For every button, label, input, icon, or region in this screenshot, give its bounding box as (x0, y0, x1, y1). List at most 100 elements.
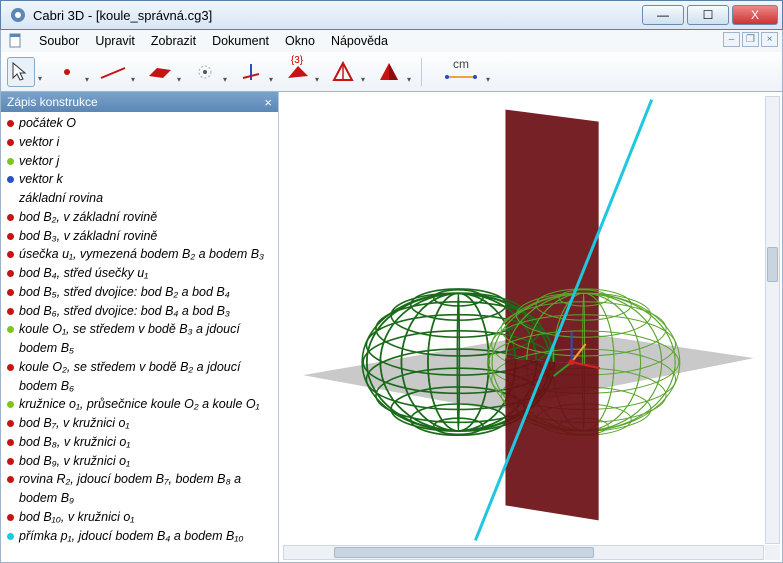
menu-napoveda[interactable]: Nápověda (325, 32, 394, 50)
chevron-down-icon: ▾ (361, 75, 365, 84)
menu-soubor[interactable]: Soubor (33, 32, 85, 50)
step-color-dot (7, 289, 14, 296)
list-item[interactable]: rovina R₂, jdoucí bodem B₇, bodem B₈ a b… (7, 470, 274, 508)
menu-dokument[interactable]: Dokument (206, 32, 275, 50)
menu-upravit[interactable]: Upravit (89, 32, 141, 50)
mdi-close-button[interactable]: × (761, 32, 778, 47)
tool-axes[interactable]: ▾ (237, 57, 265, 87)
title-bar: Cabri 3D - [koule_správná.cg3] — ☐ X (0, 0, 783, 30)
list-item[interactable]: přímka p₁, jdoucí bodem B₄ a bodem B₁₀ (7, 527, 274, 546)
list-item[interactable]: bod B₁₀, v kružnici o₁ (7, 508, 274, 527)
list-item[interactable]: bod B₉, v kružnici o₁ (7, 452, 274, 471)
list-item[interactable]: bod B₅, střed dvojice: bod B₂ a bod B₄ (7, 283, 274, 302)
tool-line[interactable]: ▾ (99, 57, 127, 87)
chevron-down-icon: ▾ (269, 75, 273, 84)
step-text: bod B₈, v kružnici o₁ (19, 433, 130, 452)
list-item[interactable]: bod B₇, v kružnici o₁ (7, 414, 274, 433)
horizontal-scrollbar[interactable] (283, 545, 764, 560)
chevron-down-icon: ▾ (38, 74, 42, 83)
mdi-restore-button[interactable]: ❐ (742, 32, 759, 47)
viewport-3d[interactable]: ◄ (279, 92, 782, 562)
mdi-minimize-button[interactable]: – (723, 32, 740, 47)
chevron-down-icon: ▾ (131, 75, 135, 84)
step-text: bod B₅, střed dvojice: bod B₂ a bod B₄ (19, 283, 230, 302)
list-item[interactable]: vektor i (7, 133, 274, 152)
list-item[interactable]: koule O₂, se středem v bodě B₂ a jdoucí … (7, 358, 274, 396)
step-text: bod B₄, střed úsečky u₁ (19, 264, 148, 283)
list-item[interactable]: bod B₈, v kružnici o₁ (7, 433, 274, 452)
step-text: vektor i (19, 133, 59, 152)
step-text: přímka p₁, jdoucí bodem B₄ a bodem B₁₀ (19, 527, 244, 546)
step-color-dot (7, 214, 14, 221)
tool-plane[interactable]: ▾ (145, 57, 173, 87)
menu-okno[interactable]: Okno (279, 32, 321, 50)
step-text: rovina R₂, jdoucí bodem B₇, bodem B₈ a b… (19, 470, 274, 508)
step-text: bod B₆, střed dvojice: bod B₄ a bod B₃ (19, 302, 230, 321)
chevron-down-icon: ▾ (315, 75, 319, 84)
tool-point[interactable]: ▾ (53, 57, 81, 87)
step-text: koule O₁, se středem v bodě B₃ a jdoucí … (19, 320, 274, 358)
menu-bar: Soubor Upravit Zobrazit Dokument Okno Ná… (0, 30, 783, 52)
construction-list[interactable]: počátek Ovektor ivektor jvektor kzákladn… (1, 112, 278, 562)
chevron-down-icon: ▾ (223, 75, 227, 84)
minimize-button[interactable]: — (642, 5, 684, 25)
canvas-3d[interactable] (283, 96, 764, 544)
step-color-dot (7, 401, 14, 408)
tool-polygon[interactable]: {3} ▾ (283, 57, 311, 87)
step-text: bod B₂, v základní rovině (19, 208, 157, 227)
list-item[interactable]: koule O₁, se středem v bodě B₃ a jdoucí … (7, 320, 274, 358)
list-item[interactable]: vektor j (7, 152, 274, 171)
chevron-down-icon: ▾ (85, 75, 89, 84)
vertical-scrollbar[interactable] (765, 96, 780, 544)
step-text: bod B₇, v kružnici o₁ (19, 414, 129, 433)
list-item[interactable]: vektor k (7, 170, 274, 189)
app-icon (9, 6, 27, 24)
toolbar: ▾ ▾ ▾ ▾ ▾ ▾ {3} ▾ ▾ ▾ cm ▾ (0, 52, 783, 92)
step-color-dot (7, 476, 14, 483)
step-color-dot (7, 439, 14, 446)
list-item[interactable]: bod B₆, střed dvojice: bod B₄ a bod B₃ (7, 302, 274, 321)
step-color-dot (7, 270, 14, 277)
step-color-dot (7, 158, 14, 165)
construction-panel-title: Zápis konstrukce (7, 95, 98, 109)
step-text: úsečka u₁, vymezená bodem B₂ a bodem B₃ (19, 245, 264, 264)
close-button[interactable]: X (732, 5, 778, 25)
list-item[interactable]: základní rovina (7, 189, 274, 208)
step-color-dot (7, 514, 14, 521)
tool-measure[interactable]: cm ▾ (440, 57, 482, 87)
panel-close-icon[interactable]: × (264, 95, 272, 110)
construction-panel: Zápis konstrukce × počátek Ovektor ivekt… (1, 92, 279, 562)
list-item[interactable]: kružnice o₁, průsečnice koule O₂ a koule… (7, 395, 274, 414)
window-controls: — ☐ X (642, 5, 778, 25)
step-color-dot (7, 120, 14, 127)
step-text: vektor j (19, 152, 59, 171)
list-item[interactable]: úsečka u₁, vymezená bodem B₂ a bodem B₃ (7, 245, 274, 264)
step-text: bod B₁₀, v kružnici o₁ (19, 508, 134, 527)
list-item[interactable]: bod B₂, v základní rovině (7, 208, 274, 227)
maximize-button[interactable]: ☐ (687, 5, 729, 25)
tool-polygon-label: {3} (291, 55, 303, 66)
tool-tetra-outline[interactable]: ▾ (329, 57, 357, 87)
step-text: koule O₂, se středem v bodě B₂ a jdoucí … (19, 358, 274, 396)
list-item[interactable]: počátek O (7, 114, 274, 133)
chevron-down-icon: ▾ (407, 75, 411, 84)
construction-panel-header: Zápis konstrukce × (1, 92, 278, 112)
menu-zobrazit[interactable]: Zobrazit (145, 32, 202, 50)
list-item[interactable]: bod B₄, střed úsečky u₁ (7, 264, 274, 283)
scrollbar-thumb[interactable] (334, 547, 594, 558)
scrollbar-corner (765, 545, 780, 560)
step-text: bod B₃, v základní rovině (19, 227, 157, 246)
step-text: vektor k (19, 170, 63, 189)
chevron-down-icon: ▾ (486, 75, 490, 84)
tool-tetra-solid[interactable]: ▾ (375, 57, 403, 87)
step-color-dot (7, 251, 14, 258)
step-text: bod B₉, v kružnici o₁ (19, 452, 130, 471)
document-icon (7, 32, 25, 50)
tool-circle[interactable]: ▾ (191, 57, 219, 87)
scrollbar-thumb[interactable] (767, 247, 778, 282)
workspace: Zápis konstrukce × počátek Ovektor ivekt… (0, 92, 783, 563)
tool-cursor[interactable]: ▾ (7, 57, 35, 87)
step-text: kružnice o₁, průsečnice koule O₂ a koule… (19, 395, 260, 414)
list-item[interactable]: bod B₃, v základní rovině (7, 227, 274, 246)
step-color-dot (7, 458, 14, 465)
